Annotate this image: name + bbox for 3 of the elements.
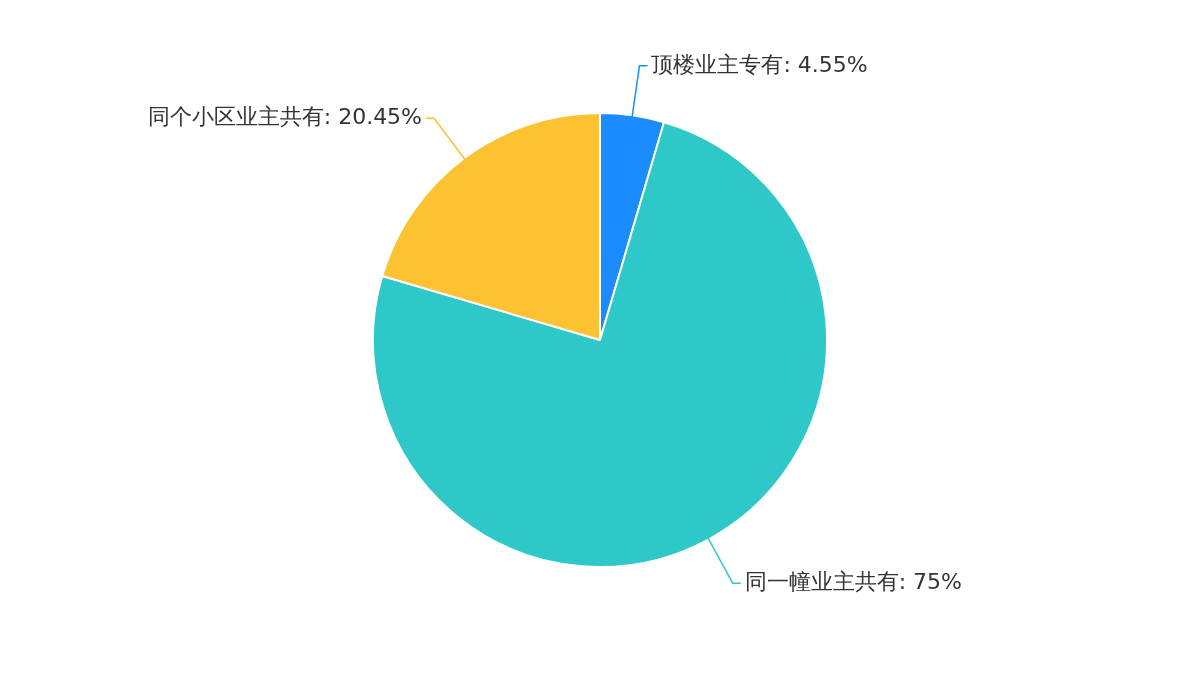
slice-label: 同一幢业主共有: 75% <box>744 568 962 594</box>
slice-label: 同个小区业主共有: 20.45% <box>147 103 423 129</box>
slice-label: 顶楼业主专有: 4.55% <box>651 51 868 77</box>
